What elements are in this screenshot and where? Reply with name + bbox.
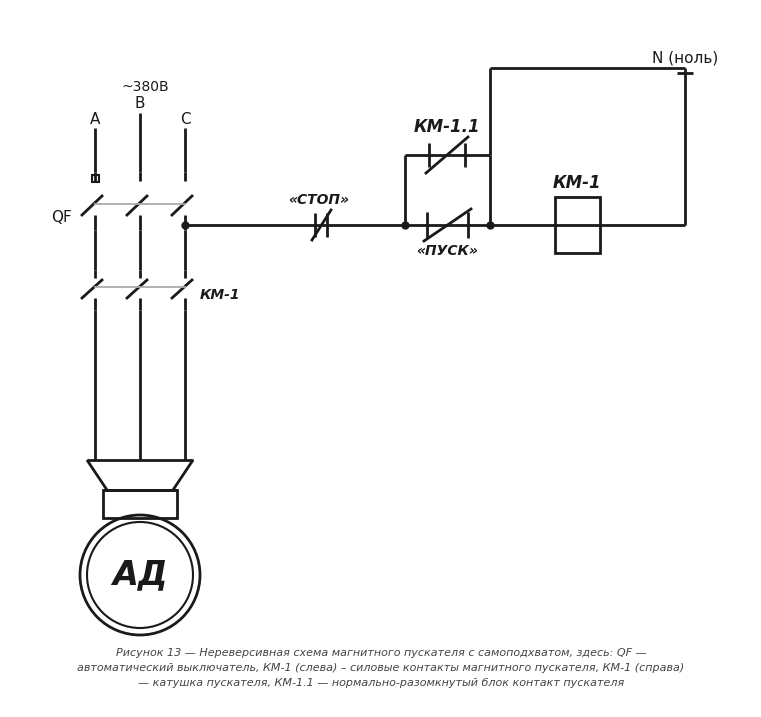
Bar [555,197,600,253]
Text: АД: АД [112,559,168,592]
Text: C: C [180,113,190,128]
Text: N (ноль): N (ноль) [652,50,718,65]
Text: КМ-1: КМ-1 [552,174,601,192]
Text: КМ-1.1: КМ-1.1 [414,118,480,136]
Text: «ПУСК»: «ПУСК» [416,244,478,258]
Text: QF: QF [51,211,72,226]
Text: «СТОП»: «СТОП» [288,193,349,207]
Text: КМ-1: КМ-1 [200,288,240,302]
Text: A: A [90,113,100,128]
Bar [92,175,99,182]
Text: B: B [135,97,145,112]
Text: Рисунок 13 — Нереверсивная схема магнитного пускателя с самоподхватом, здесь: QF: Рисунок 13 — Нереверсивная схема магнитн… [78,648,685,688]
Bar [103,490,177,518]
Text: ~380В: ~380В [121,80,169,94]
